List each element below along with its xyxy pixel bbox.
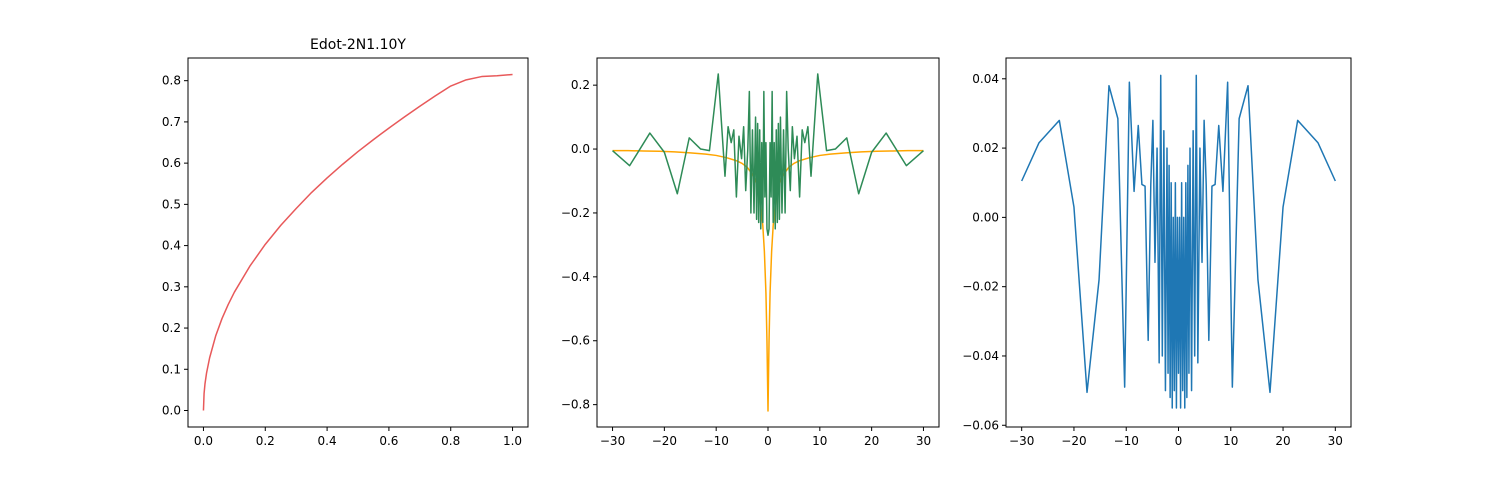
series-line-1-1	[612, 73, 924, 237]
y-tick-label: 0.0	[162, 404, 181, 418]
series-line-0-0	[202, 73, 513, 411]
y-tick-label: 0.4	[162, 239, 181, 253]
y-tick-label: −0.02	[962, 280, 999, 294]
x-tick-label: 0.2	[256, 434, 275, 448]
axes-right: −30 −20 −10 0 10 20 30 −0.06 −0.04 −0.02 0.00 0.02 0…	[962, 57, 1352, 448]
y-tick-label: 0.2	[571, 78, 590, 92]
x-tick-label: 10	[1223, 434, 1238, 448]
x-tick-label: −30	[600, 434, 625, 448]
x-tick-label: −20	[1061, 434, 1086, 448]
y-tick-label: 0.04	[972, 72, 999, 86]
x-tick-label: −10	[1114, 434, 1139, 448]
x-tick-label: 30	[1328, 434, 1343, 448]
x-tick-label: −30	[1009, 434, 1034, 448]
x-tick-label: −20	[652, 434, 677, 448]
y-tick-label: 0.8	[162, 74, 181, 88]
x-tick-label: 0.8	[441, 434, 460, 448]
axes-frame-0	[187, 57, 529, 428]
y-tick-label: 0.0	[571, 142, 590, 156]
y-tick-label: 0.3	[162, 280, 181, 294]
y-tick-label: 0.02	[972, 141, 999, 155]
y-tick-label: −0.6	[561, 334, 590, 348]
chart-title: Edot-2N1.10Y	[310, 37, 406, 53]
x-tick-label: 0.4	[318, 434, 337, 448]
x-tick-label: 0	[764, 434, 772, 448]
y-tick-label: 0.2	[162, 321, 181, 335]
x-tick-label: 10	[812, 434, 827, 448]
x-tick-label: −10	[704, 434, 729, 448]
x-tick-label: 0.6	[379, 434, 398, 448]
x-tick-label: 30	[916, 434, 931, 448]
x-tick-label: 1.0	[503, 434, 522, 448]
x-tick-label: 20	[864, 434, 879, 448]
y-tick-label: 0.1	[162, 362, 181, 376]
y-tick-label: 0.5	[162, 197, 181, 211]
axes-left: 0.0 0.2 0.4 0.6 0.8 1.0 0.0 0.1 0.2 0.3 0.4 0.5 0.6 0…	[162, 37, 529, 448]
x-tick-label: 0.0	[194, 434, 213, 448]
axes-middle: −30 −20 −10 0 10 20 30 −0.8 −0.6 −0.4 −0.2 0.0 0.2	[561, 57, 940, 448]
y-tick-label: −0.06	[962, 418, 999, 432]
y-tick-label: 0.7	[162, 115, 181, 129]
x-tick-label: 20	[1275, 434, 1290, 448]
y-tick-label: −0.2	[561, 206, 590, 220]
y-tick-label: 0.00	[972, 210, 999, 224]
y-tick-label: 0.6	[162, 156, 181, 170]
x-tick-label: 0	[1175, 434, 1183, 448]
y-tick-label: −0.8	[561, 398, 590, 412]
series-line-1-0	[612, 149, 924, 412]
series-line-2-0	[1020, 74, 1337, 409]
y-tick-label: −0.4	[561, 270, 590, 284]
y-tick-label: −0.04	[962, 349, 999, 363]
